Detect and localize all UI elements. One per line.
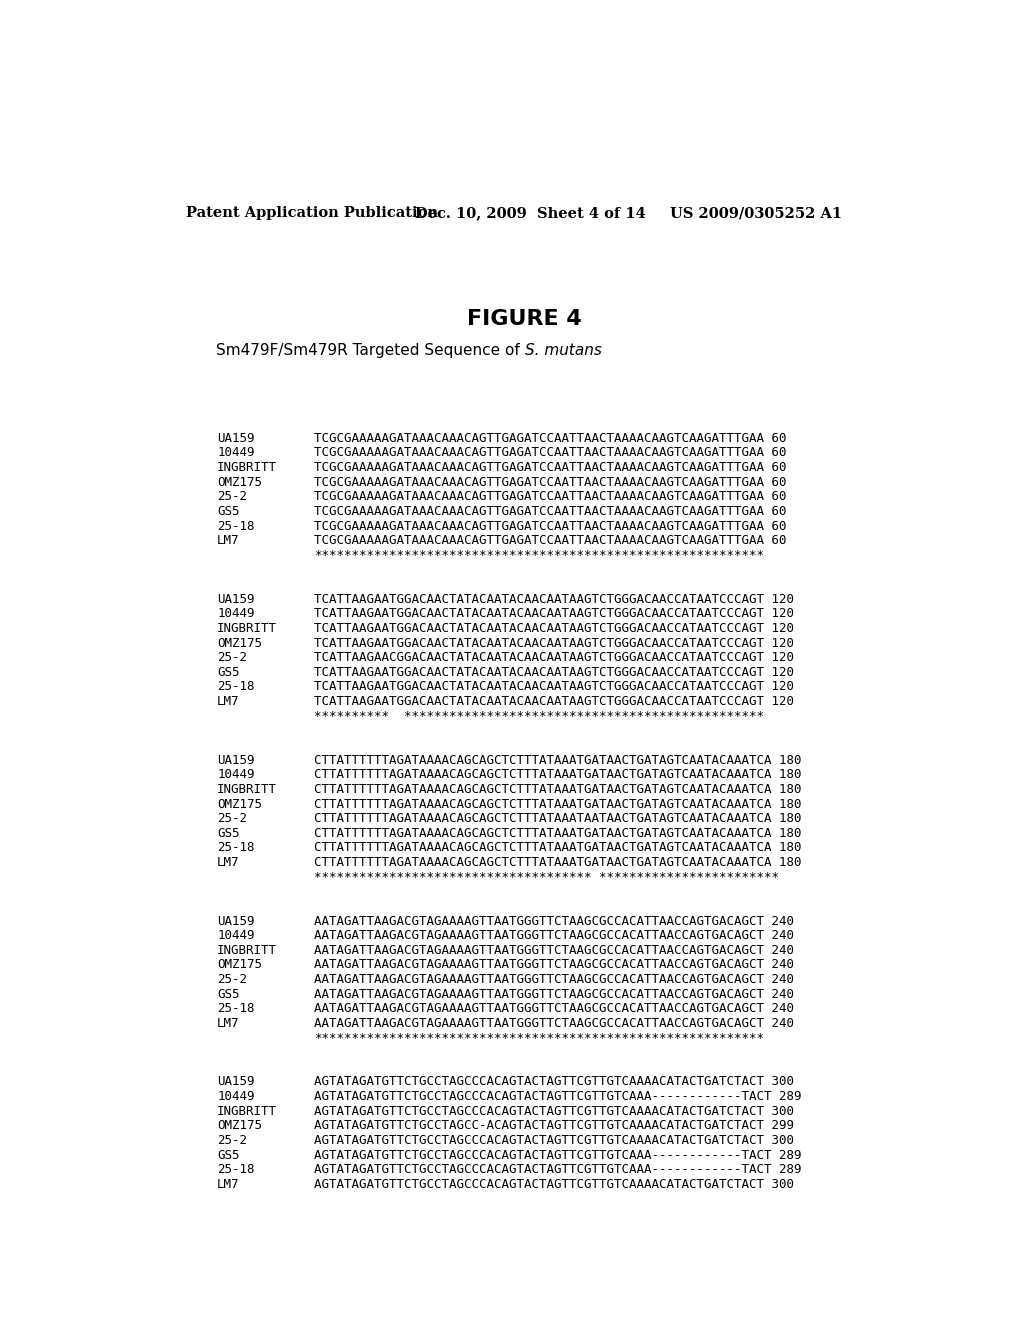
Text: TCATTAAGAATGGACAACTATACAATACAACAATAAGTCTGGGACAACCATAATCCCAGT 120: TCATTAAGAATGGACAACTATACAATACAACAATAAGTCT… [314,622,794,635]
Text: OMZ175: OMZ175 [217,797,262,810]
Text: TCGCGAAAAAGATAAACAAACAGTTGAGATCCAATTAACTAAAACAAGTCAAGATTTGAA 60: TCGCGAAAAAGATAAACAAACAGTTGAGATCCAATTAACT… [314,506,786,517]
Text: 25-18: 25-18 [217,681,255,693]
Text: CTTATTTTTTAGATAAAACAGCAGCTCTTTATAAATGATAACTGATAGTCAATACAAATCA 180: CTTATTTTTTAGATAAAACAGCAGCTCTTTATAAATGATA… [314,857,802,869]
Text: TCATTAAGAATGGACAACTATACAATACAACAATAAGTCTGGGACAACCATAATCCCAGT 120: TCATTAAGAATGGACAACTATACAATACAACAATAAGTCT… [314,607,794,620]
Text: CTTATTTTTTAGATAAAACAGCAGCTCTTTATAAATGATAACTGATAGTCAATACAAATCA 180: CTTATTTTTTAGATAAAACAGCAGCTCTTTATAAATGATA… [314,754,802,767]
Text: TCGCGAAAAAGATAAACAAACAGTTGAGATCCAATTAACTAAAACAAGTCAAGATTTGAA 60: TCGCGAAAAAGATAAACAAACAGTTGAGATCCAATTAACT… [314,432,786,445]
Text: Dec. 10, 2009  Sheet 4 of 14: Dec. 10, 2009 Sheet 4 of 14 [415,206,645,220]
Text: AATAGATTAAGACGTAGAAAAGTTAATGGGTTCTAAGCGCCACATTAACCAGTGACAGCT 240: AATAGATTAAGACGTAGAAAAGTTAATGGGTTCTAAGCGC… [314,987,794,1001]
Text: AGTATAGATGTTCTGCCTAGCCCACAGTACTAGTTCGTTGTCAAAACATACTGATCTACT 300: AGTATAGATGTTCTGCCTAGCCCACAGTACTAGTTCGTTG… [314,1105,794,1118]
Text: 10449: 10449 [217,607,255,620]
Text: INGBRITT: INGBRITT [217,783,278,796]
Text: UA159: UA159 [217,432,255,445]
Text: UA159: UA159 [217,593,255,606]
Text: AATAGATTAAGACGTAGAAAAGTTAATGGGTTCTAAGCGCCACATTAACCAGTGACAGCT 240: AATAGATTAAGACGTAGAAAAGTTAATGGGTTCTAAGCGC… [314,973,794,986]
Text: AGTATAGATGTTCTGCCTAGCCCACAGTACTAGTTCGTTGTCAAA------------TACT 289: AGTATAGATGTTCTGCCTAGCCCACAGTACTAGTTCGTTG… [314,1163,802,1176]
Text: AATAGATTAAGACGTAGAAAAGTTAATGGGTTCTAAGCGCCACATTAACCAGTGACAGCT 240: AATAGATTAAGACGTAGAAAAGTTAATGGGTTCTAAGCGC… [314,915,794,928]
Text: **********  ************************************************: ********** *****************************… [314,710,764,723]
Text: AATAGATTAAGACGTAGAAAAGTTAATGGGTTCTAAGCGCCACATTAACCAGTGACAGCT 240: AATAGATTAAGACGTAGAAAAGTTAATGGGTTCTAAGCGC… [314,1002,794,1015]
Text: 10449: 10449 [217,929,255,942]
Text: UA159: UA159 [217,1076,255,1089]
Text: TCATTAAGAATGGACAACTATACAATACAACAATAAGTCTGGGACAACCATAATCCCAGT 120: TCATTAAGAATGGACAACTATACAATACAACAATAAGTCT… [314,636,794,649]
Text: INGBRITT: INGBRITT [217,944,278,957]
Text: Patent Application Publication: Patent Application Publication [186,206,438,220]
Text: S. mutans: S. mutans [524,343,602,358]
Text: 25-2: 25-2 [217,651,247,664]
Text: CTTATTTTTTAGATAAAACAGCAGCTCTTTATAAATGATAACTGATAGTCAATACAAATCA 180: CTTATTTTTTAGATAAAACAGCAGCTCTTTATAAATGATA… [314,826,802,840]
Text: FIGURE 4: FIGURE 4 [467,309,583,329]
Text: GS5: GS5 [217,1148,240,1162]
Text: US 2009/0305252 A1: US 2009/0305252 A1 [671,206,843,220]
Text: AGTATAGATGTTCTGCCTAGCCCACAGTACTAGTTCGTTGTCAAAACATACTGATCTACT 300: AGTATAGATGTTCTGCCTAGCCCACAGTACTAGTTCGTTG… [314,1076,794,1089]
Text: GS5: GS5 [217,826,240,840]
Text: TCGCGAAAAAGATAAACAAACAGTTGAGATCCAATTAACTAAAACAAGTCAAGATTTGAA 60: TCGCGAAAAAGATAAACAAACAGTTGAGATCCAATTAACT… [314,490,786,503]
Text: INGBRITT: INGBRITT [217,1105,278,1118]
Text: GS5: GS5 [217,987,240,1001]
Text: UA159: UA159 [217,754,255,767]
Text: GS5: GS5 [217,665,240,678]
Text: CTTATTTTTTAGATAAAACAGCAGCTCTTTATAAATGATAACTGATAGTCAATACAAATCA 180: CTTATTTTTTAGATAAAACAGCAGCTCTTTATAAATGATA… [314,768,802,781]
Text: OMZ175: OMZ175 [217,1119,262,1133]
Text: 10449: 10449 [217,768,255,781]
Text: 25-18: 25-18 [217,1002,255,1015]
Text: UA159: UA159 [217,915,255,928]
Text: 25-2: 25-2 [217,812,247,825]
Text: AGTATAGATGTTCTGCCTAGCCCACAGTACTAGTTCGTTGTCAAA------------TACT 289: AGTATAGATGTTCTGCCTAGCCCACAGTACTAGTTCGTTG… [314,1148,802,1162]
Text: AGTATAGATGTTCTGCCTAGCCCACAGTACTAGTTCGTTGTCAAAACATACTGATCTACT 300: AGTATAGATGTTCTGCCTAGCCCACAGTACTAGTTCGTTG… [314,1177,794,1191]
Text: TCATTAAGAATGGACAACTATACAATACAACAATAAGTCTGGGACAACCATAATCCCAGT 120: TCATTAAGAATGGACAACTATACAATACAACAATAAGTCT… [314,665,794,678]
Text: AATAGATTAAGACGTAGAAAAGTTAATGGGTTCTAAGCGCCACATTAACCAGTGACAGCT 240: AATAGATTAAGACGTAGAAAAGTTAATGGGTTCTAAGCGC… [314,944,794,957]
Text: AATAGATTAAGACGTAGAAAAGTTAATGGGTTCTAAGCGCCACATTAACCAGTGACAGCT 240: AATAGATTAAGACGTAGAAAAGTTAATGGGTTCTAAGCGC… [314,1016,794,1030]
Text: AATAGATTAAGACGTAGAAAAGTTAATGGGTTCTAAGCGCCACATTAACCAGTGACAGCT 240: AATAGATTAAGACGTAGAAAAGTTAATGGGTTCTAAGCGC… [314,929,794,942]
Text: TCATTAAGAATGGACAACTATACAATACAACAATAAGTCTGGGACAACCATAATCCCAGT 120: TCATTAAGAATGGACAACTATACAATACAACAATAAGTCT… [314,681,794,693]
Text: LM7: LM7 [217,535,240,548]
Text: 10449: 10449 [217,1090,255,1104]
Text: ************************************* ************************: ************************************* **… [314,871,779,883]
Text: 10449: 10449 [217,446,255,459]
Text: CTTATTTTTTAGATAAAACAGCAGCTCTTTATAAATGATAACTGATAGTCAATACAAATCA 180: CTTATTTTTTAGATAAAACAGCAGCTCTTTATAAATGATA… [314,797,802,810]
Text: AATAGATTAAGACGTAGAAAAGTTAATGGGTTCTAAGCGCCACATTAACCAGTGACAGCT 240: AATAGATTAAGACGTAGAAAAGTTAATGGGTTCTAAGCGC… [314,958,794,972]
Text: 25-18: 25-18 [217,841,255,854]
Text: CTTATTTTTTAGATAAAACAGCAGCTCTTTATAAATGATAACTGATAGTCAATACAAATCA 180: CTTATTTTTTAGATAAAACAGCAGCTCTTTATAAATGATA… [314,783,802,796]
Text: OMZ175: OMZ175 [217,636,262,649]
Text: LM7: LM7 [217,1016,240,1030]
Text: TCATTAAGAATGGACAACTATACAATACAACAATAAGTCTGGGACAACCATAATCCCAGT 120: TCATTAAGAATGGACAACTATACAATACAACAATAAGTCT… [314,593,794,606]
Text: 25-2: 25-2 [217,490,247,503]
Text: ************************************************************: ****************************************… [314,1032,764,1044]
Text: 25-18: 25-18 [217,1163,255,1176]
Text: GS5: GS5 [217,506,240,517]
Text: TCGCGAAAAAGATAAACAAACAGTTGAGATCCAATTAACTAAAACAAGTCAAGATTTGAA 60: TCGCGAAAAAGATAAACAAACAGTTGAGATCCAATTAACT… [314,446,786,459]
Text: CTTATTTTTTAGATAAAACAGCAGCTCTTTATAAATGATAACTGATAGTCAATACAAATCA 180: CTTATTTTTTAGATAAAACAGCAGCTCTTTATAAATGATA… [314,841,802,854]
Text: Sm479F/Sm479R Targeted Sequence of: Sm479F/Sm479R Targeted Sequence of [216,343,524,358]
Text: OMZ175: OMZ175 [217,958,262,972]
Text: ************************************************************: ****************************************… [314,549,764,562]
Text: OMZ175: OMZ175 [217,475,262,488]
Text: TCGCGAAAAAGATAAACAAACAGTTGAGATCCAATTAACTAAAACAAGTCAAGATTTGAA 60: TCGCGAAAAAGATAAACAAACAGTTGAGATCCAATTAACT… [314,461,786,474]
Text: TCATTAAGAATGGACAACTATACAATACAACAATAAGTCTGGGACAACCATAATCCCAGT 120: TCATTAAGAATGGACAACTATACAATACAACAATAAGTCT… [314,696,794,708]
Text: LM7: LM7 [217,1177,240,1191]
Text: 25-2: 25-2 [217,973,247,986]
Text: 25-2: 25-2 [217,1134,247,1147]
Text: 25-18: 25-18 [217,520,255,532]
Text: TCGCGAAAAAGATAAACAAACAGTTGAGATCCAATTAACTAAAACAAGTCAAGATTTGAA 60: TCGCGAAAAAGATAAACAAACAGTTGAGATCCAATTAACT… [314,475,786,488]
Text: CTTATTTTTTAGATAAAACAGCAGCTCTTTATAAATAATAACTGATAGTCAATACAAATCA 180: CTTATTTTTTAGATAAAACAGCAGCTCTTTATAAATAATA… [314,812,802,825]
Text: AGTATAGATGTTCTGCCTAGCCCACAGTACTAGTTCGTTGTCAAAACATACTGATCTACT 300: AGTATAGATGTTCTGCCTAGCCCACAGTACTAGTTCGTTG… [314,1134,794,1147]
Text: INGBRITT: INGBRITT [217,622,278,635]
Text: TCGCGAAAAAGATAAACAAACAGTTGAGATCCAATTAACTAAAACAAGTCAAGATTTGAA 60: TCGCGAAAAAGATAAACAAACAGTTGAGATCCAATTAACT… [314,535,786,548]
Text: LM7: LM7 [217,857,240,869]
Text: AGTATAGATGTTCTGCCTAGCCCACAGTACTAGTTCGTTGTCAAA------------TACT 289: AGTATAGATGTTCTGCCTAGCCCACAGTACTAGTTCGTTG… [314,1090,802,1104]
Text: LM7: LM7 [217,696,240,708]
Text: TCATTAAGAACGGACAACTATACAATACAACAATAAGTCTGGGACAACCATAATCCCAGT 120: TCATTAAGAACGGACAACTATACAATACAACAATAAGTCT… [314,651,794,664]
Text: AGTATAGATGTTCTGCCTAGCC-ACAGTACTAGTTCGTTGTCAAAACATACTGATCTACT 299: AGTATAGATGTTCTGCCTAGCC-ACAGTACTAGTTCGTTG… [314,1119,794,1133]
Text: INGBRITT: INGBRITT [217,461,278,474]
Text: TCGCGAAAAAGATAAACAAACAGTTGAGATCCAATTAACTAAAACAAGTCAAGATTTGAA 60: TCGCGAAAAAGATAAACAAACAGTTGAGATCCAATTAACT… [314,520,786,532]
